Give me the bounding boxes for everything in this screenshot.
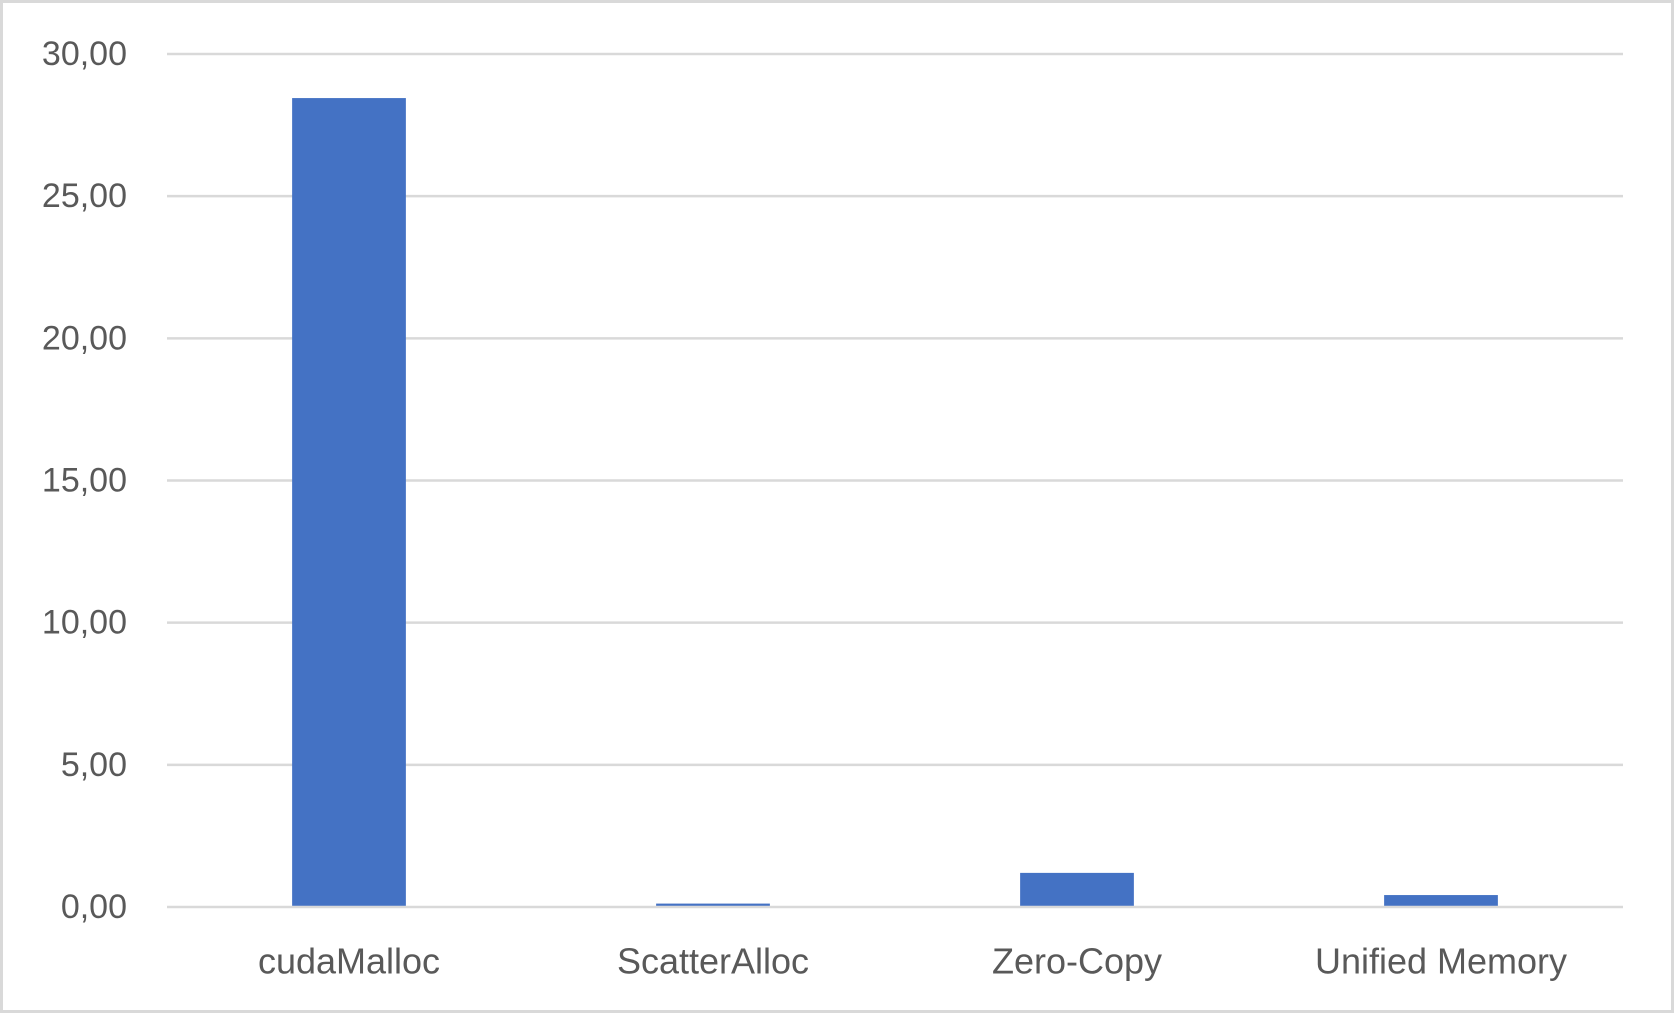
gridlines <box>167 52 1623 767</box>
bar <box>1384 895 1498 907</box>
x-tick-label: Unified Memory <box>1315 941 1567 982</box>
bar <box>1020 872 1134 907</box>
y-tick-label: 30,00 <box>42 35 127 73</box>
bar-chart: 0,00 5,00 10,00 15,00 20,00 25,00 30,00 cudaMa… <box>42 35 1623 982</box>
x-tick-label: ScatterAlloc <box>617 941 809 982</box>
y-tick-label: 0,00 <box>61 888 127 926</box>
bars <box>292 98 1498 908</box>
bar <box>656 903 770 907</box>
x-axis-category-labels: cudaMalloc ScatterAlloc Zero-Copy Unified M… <box>258 941 1567 982</box>
y-tick-label: 20,00 <box>42 319 127 357</box>
x-tick-label: Zero-Copy <box>992 941 1162 982</box>
y-tick-label: 5,00 <box>61 746 127 784</box>
x-tick-label: cudaMalloc <box>258 941 440 982</box>
y-tick-label: 15,00 <box>42 462 127 500</box>
y-axis-tick-labels: 0,00 5,00 10,00 15,00 20,00 25,00 30,00 <box>42 35 127 926</box>
y-tick-label: 25,00 <box>42 177 127 215</box>
y-tick-label: 10,00 <box>42 604 127 642</box>
bar <box>292 98 406 908</box>
